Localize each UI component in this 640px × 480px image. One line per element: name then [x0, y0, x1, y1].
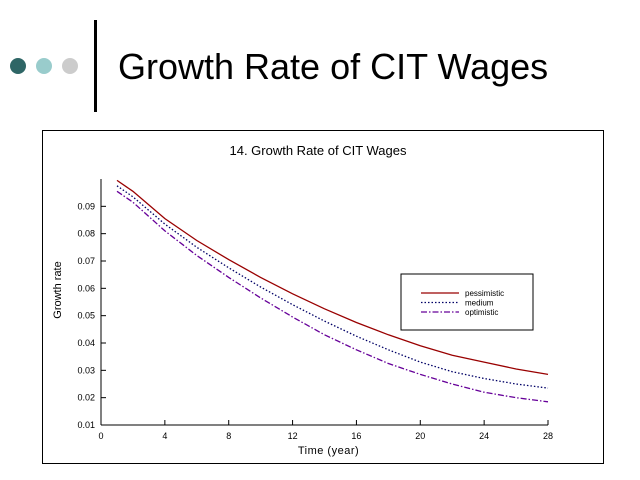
x-tick-label: 20 [415, 431, 425, 441]
chart-frame: 14. Growth Rate of CIT Wages 0 4 8 12 16 20 24… [42, 130, 604, 464]
y-tick-label: 0.08 [77, 229, 95, 239]
x-tick-label: 24 [479, 431, 489, 441]
legend-label-medium: medium [465, 299, 494, 308]
slide-title: Growth Rate of CIT Wages [118, 46, 549, 87]
x-tick-label: 12 [288, 431, 298, 441]
line-chart: 14. Growth Rate of CIT Wages 0 4 8 12 16 20 24… [52, 143, 553, 457]
y-tick-label: 0.07 [77, 256, 95, 266]
dot-grey [62, 58, 78, 74]
series-line-optimistic [116, 190, 549, 403]
dot-dark [10, 58, 26, 74]
legend-label-optimistic: optimistic [465, 308, 498, 317]
y-tick-label: 0.06 [77, 283, 95, 293]
x-tick-label: 16 [351, 431, 361, 441]
chart-title: 14. Growth Rate of CIT Wages [229, 143, 407, 158]
series-layer [116, 179, 549, 403]
dot-light [36, 58, 52, 74]
legend-label-pessimistic: pessimistic [465, 289, 504, 298]
legend-box [400, 273, 534, 331]
bullet-dots [10, 58, 78, 74]
y-tick-label: 0.01 [77, 420, 95, 430]
x-tick-label: 28 [543, 431, 553, 441]
x-tick-label: 8 [226, 431, 231, 441]
x-tick-label: 0 [98, 431, 103, 441]
x-axis-label: Time (year) [298, 445, 359, 457]
series-line-pessimistic [116, 179, 549, 376]
y-axis-label: Growth rate [52, 261, 64, 318]
y-tick-label: 0.05 [77, 311, 95, 321]
y-tick-label: 0.03 [77, 365, 95, 375]
title-divider [94, 20, 97, 112]
y-tick-label: 0.04 [77, 338, 95, 348]
y-tick-label: 0.02 [77, 393, 95, 403]
chart-axes: 0 4 8 12 16 20 24 28 0.01 0.02 0.03 0.04 0.05 0.06 0.0… [52, 179, 553, 457]
y-tick-label: 0.09 [77, 201, 95, 211]
x-tick-label: 4 [162, 431, 167, 441]
series-line-medium [116, 185, 549, 389]
